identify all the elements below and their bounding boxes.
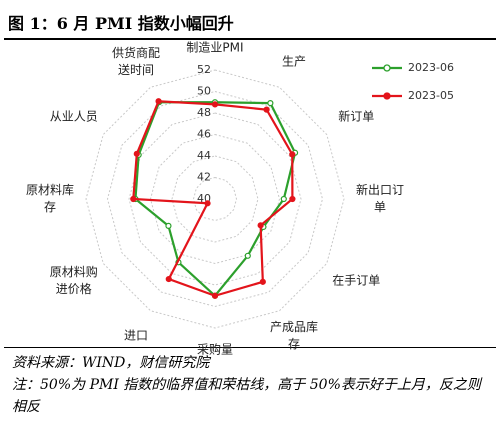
legend-label: 2023-05 xyxy=(408,89,454,102)
category-label: 从业人员 xyxy=(49,109,98,124)
r-tick-label: 50 xyxy=(197,85,211,98)
r-tick-label: 48 xyxy=(197,106,211,119)
point xyxy=(165,222,172,229)
category-label: 原材料库存 xyxy=(25,183,74,214)
point xyxy=(133,150,140,157)
point xyxy=(259,278,266,285)
r-tick-label: 44 xyxy=(197,149,211,162)
grid-ring xyxy=(106,90,324,308)
category-label: 产成品库存 xyxy=(269,319,318,351)
rule xyxy=(4,38,496,40)
grid-ring xyxy=(171,155,259,243)
legend-label: 2023-06 xyxy=(408,61,454,74)
grid-ring xyxy=(85,69,345,329)
point xyxy=(165,275,172,283)
grid-ring xyxy=(128,112,302,286)
point xyxy=(257,222,264,229)
legend-marker xyxy=(383,92,391,100)
grid-ring xyxy=(149,133,281,265)
note: 注：50%为 PMI 指数的临界值和荣枯线，高于 50%表示好于上月，反之则相反 xyxy=(12,377,481,415)
category-label: 进口 xyxy=(123,328,148,343)
category-label: 生产 xyxy=(281,54,306,69)
category-label: 新订单 xyxy=(338,109,375,124)
point xyxy=(211,292,219,299)
category-label: 制造业PMI xyxy=(186,40,244,55)
category-label: 采购量 xyxy=(196,342,233,357)
legend-marker xyxy=(383,64,391,72)
point xyxy=(130,195,137,203)
figure-title: 图 1：6 月 PMI 指数小幅回升 xyxy=(8,14,234,33)
rule xyxy=(4,347,496,348)
category-label: 在手订单 xyxy=(332,273,381,288)
category-label: 供货商配送时间 xyxy=(111,46,160,78)
category-label: 原材料购进价格 xyxy=(49,264,98,296)
point xyxy=(211,101,219,108)
point xyxy=(155,98,162,105)
point xyxy=(263,106,270,113)
point xyxy=(289,151,296,158)
series-line xyxy=(132,100,294,297)
footer: 资料来源：WIND，财信研究院 注：50%为 PMI 指数的临界值和荣枯线，高于… xyxy=(12,352,490,418)
point xyxy=(267,100,274,107)
point xyxy=(289,195,296,203)
series-line xyxy=(134,101,297,298)
point xyxy=(280,195,287,203)
r-tick-label: 42 xyxy=(197,171,211,184)
r-tick-label: 52 xyxy=(197,63,211,76)
category-label: 新出口订单 xyxy=(355,183,404,214)
r-tick-label: 46 xyxy=(197,128,211,141)
point xyxy=(204,200,211,207)
source: 资料来源：WIND，财信研究院 xyxy=(12,355,210,371)
point xyxy=(244,252,251,259)
